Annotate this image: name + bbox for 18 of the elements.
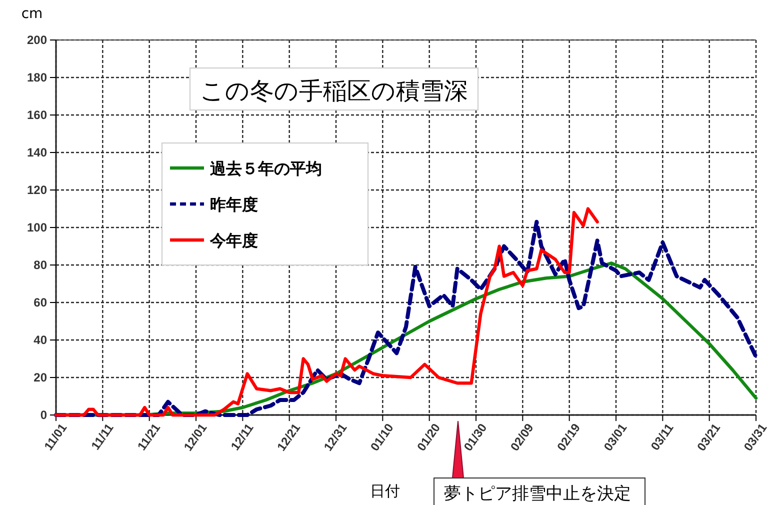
y-tick-label: 60 (34, 295, 48, 310)
legend-label: 今年度 (209, 231, 258, 250)
y-tick-label: 200 (26, 32, 48, 47)
y-tick-label: 80 (34, 258, 48, 272)
y-tick-label: 100 (26, 220, 48, 234)
y-tick-label: 0 (40, 408, 48, 422)
x-axis-title: 日付 (370, 482, 400, 500)
y-tick-label: 120 (26, 182, 48, 197)
legend-label: 昨年度 (210, 195, 258, 214)
y-tick-label: 180 (26, 70, 48, 84)
y-tick-label: 140 (26, 145, 48, 160)
legend-label: 過去５年の平均 (209, 159, 322, 178)
y-tick-label: 160 (26, 108, 48, 122)
y-axis-title: cm (21, 6, 43, 22)
y-tick-label: 40 (34, 332, 48, 347)
text: この冬の手稲区の積雪深 (200, 77, 468, 105)
text: 夢トピア排雪中止を決定 (444, 484, 631, 504)
y-tick-label: 20 (34, 370, 48, 384)
